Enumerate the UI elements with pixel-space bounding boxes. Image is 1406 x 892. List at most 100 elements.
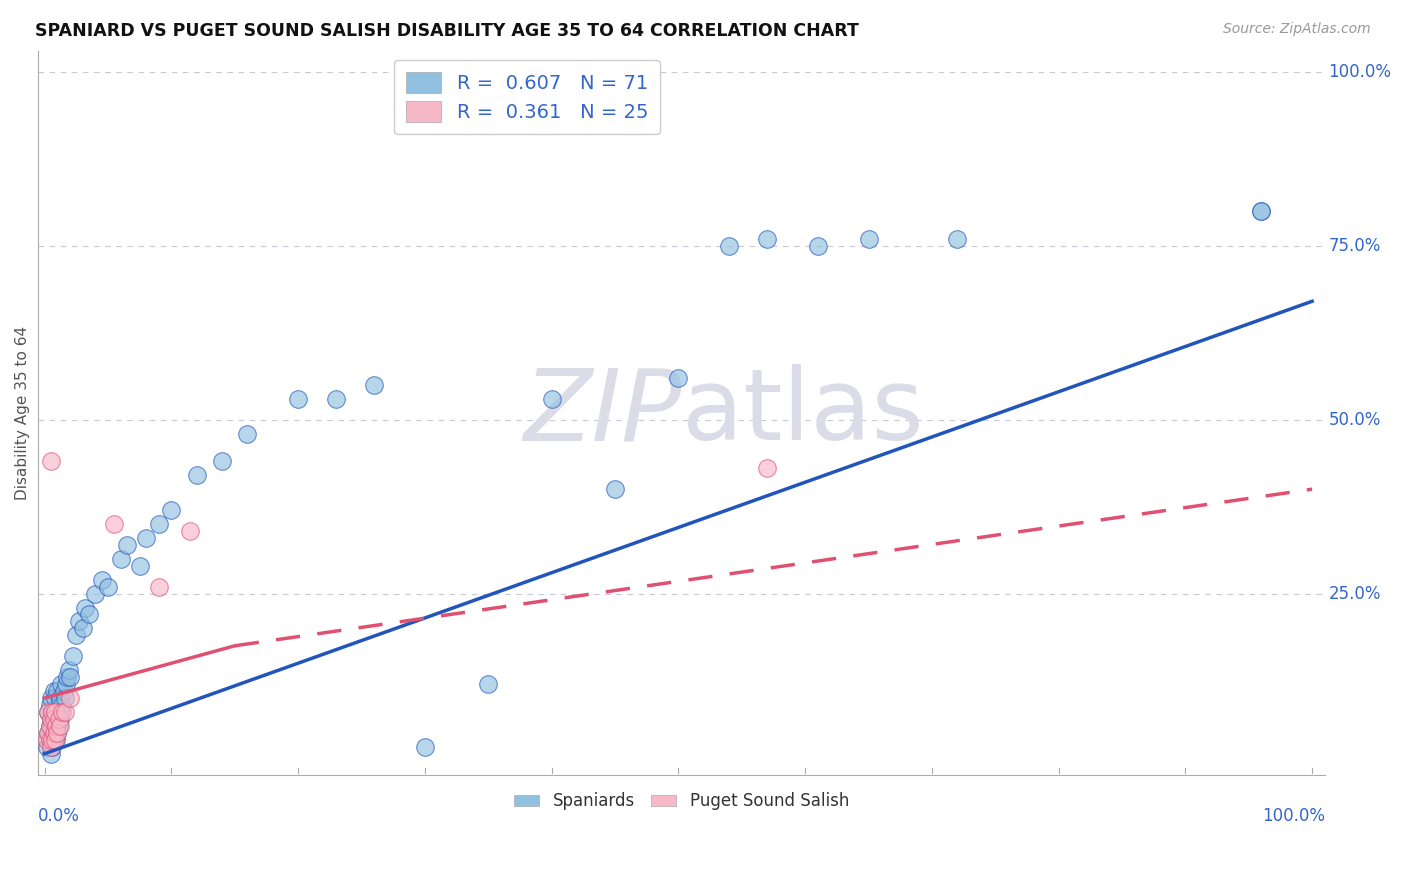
Point xyxy=(39,739,62,754)
Point xyxy=(946,232,969,246)
Point xyxy=(858,232,880,246)
Point xyxy=(49,705,72,719)
Point xyxy=(38,698,60,712)
Text: Source: ZipAtlas.com: Source: ZipAtlas.com xyxy=(1223,22,1371,37)
Text: 100.0%: 100.0% xyxy=(1329,62,1392,80)
Point xyxy=(236,426,259,441)
Point xyxy=(477,677,499,691)
Point xyxy=(77,607,100,622)
Point xyxy=(41,719,63,733)
Point xyxy=(39,747,62,761)
Point xyxy=(72,621,94,635)
Point xyxy=(48,712,70,726)
Point xyxy=(160,503,183,517)
Point xyxy=(44,705,66,719)
Point xyxy=(287,392,309,406)
Point xyxy=(1250,203,1272,218)
Point xyxy=(42,705,65,719)
Point xyxy=(41,732,63,747)
Text: SPANIARD VS PUGET SOUND SALISH DISABILITY AGE 35 TO 64 CORRELATION CHART: SPANIARD VS PUGET SOUND SALISH DISABILIT… xyxy=(35,22,859,40)
Point xyxy=(38,732,60,747)
Point xyxy=(128,558,150,573)
Point xyxy=(41,705,63,719)
Point xyxy=(65,628,87,642)
Point xyxy=(666,371,689,385)
Text: ZIP: ZIP xyxy=(523,364,682,461)
Point xyxy=(756,232,779,246)
Point xyxy=(325,392,347,406)
Point xyxy=(37,732,59,747)
Point xyxy=(46,684,69,698)
Point xyxy=(97,580,120,594)
Point xyxy=(49,712,72,726)
Point xyxy=(148,580,170,594)
Point xyxy=(211,454,233,468)
Point xyxy=(540,392,562,406)
Point xyxy=(42,712,65,726)
Point xyxy=(46,705,69,719)
Point xyxy=(135,531,157,545)
Point xyxy=(58,663,80,677)
Point xyxy=(756,461,779,475)
Point xyxy=(179,524,201,538)
Point xyxy=(718,238,741,252)
Point xyxy=(41,705,63,719)
Text: 75.0%: 75.0% xyxy=(1329,236,1381,254)
Point xyxy=(46,726,69,740)
Text: 100.0%: 100.0% xyxy=(1261,807,1324,825)
Point xyxy=(42,726,65,740)
Point xyxy=(45,732,67,747)
Point xyxy=(39,712,62,726)
Point xyxy=(37,705,59,719)
Point xyxy=(59,691,82,706)
Point xyxy=(90,573,112,587)
Point xyxy=(38,732,60,747)
Point xyxy=(39,732,62,747)
Point xyxy=(39,712,62,726)
Point xyxy=(110,551,132,566)
Point xyxy=(46,726,69,740)
Point xyxy=(38,719,60,733)
Point xyxy=(44,691,66,706)
Point xyxy=(807,238,830,252)
Point xyxy=(48,698,70,712)
Point xyxy=(186,468,208,483)
Point xyxy=(37,726,59,740)
Point xyxy=(51,698,73,712)
Point xyxy=(1250,203,1272,218)
Point xyxy=(148,516,170,531)
Point xyxy=(603,482,626,496)
Point xyxy=(363,377,385,392)
Point xyxy=(51,705,73,719)
Point xyxy=(39,691,62,706)
Point xyxy=(49,719,72,733)
Point xyxy=(59,670,82,684)
Point xyxy=(42,732,65,747)
Point xyxy=(39,454,62,468)
Legend: Spaniards, Puget Sound Salish: Spaniards, Puget Sound Salish xyxy=(508,786,856,817)
Text: 0.0%: 0.0% xyxy=(38,807,80,825)
Point xyxy=(115,538,138,552)
Point xyxy=(56,670,79,684)
Point xyxy=(67,615,90,629)
Point xyxy=(44,712,66,726)
Point xyxy=(413,739,436,754)
Y-axis label: Disability Age 35 to 64: Disability Age 35 to 64 xyxy=(15,326,30,500)
Text: atlas: atlas xyxy=(682,364,924,461)
Point xyxy=(42,719,65,733)
Point xyxy=(84,586,107,600)
Point xyxy=(45,719,67,733)
Point xyxy=(37,726,59,740)
Point xyxy=(41,739,63,754)
Point xyxy=(44,732,66,747)
Text: 25.0%: 25.0% xyxy=(1329,584,1381,603)
Point xyxy=(49,691,72,706)
Point xyxy=(62,649,84,664)
Point xyxy=(53,691,76,706)
Point xyxy=(44,726,66,740)
Point xyxy=(52,684,75,698)
Text: 50.0%: 50.0% xyxy=(1329,410,1381,428)
Point xyxy=(103,516,125,531)
Point xyxy=(55,677,77,691)
Point xyxy=(42,684,65,698)
